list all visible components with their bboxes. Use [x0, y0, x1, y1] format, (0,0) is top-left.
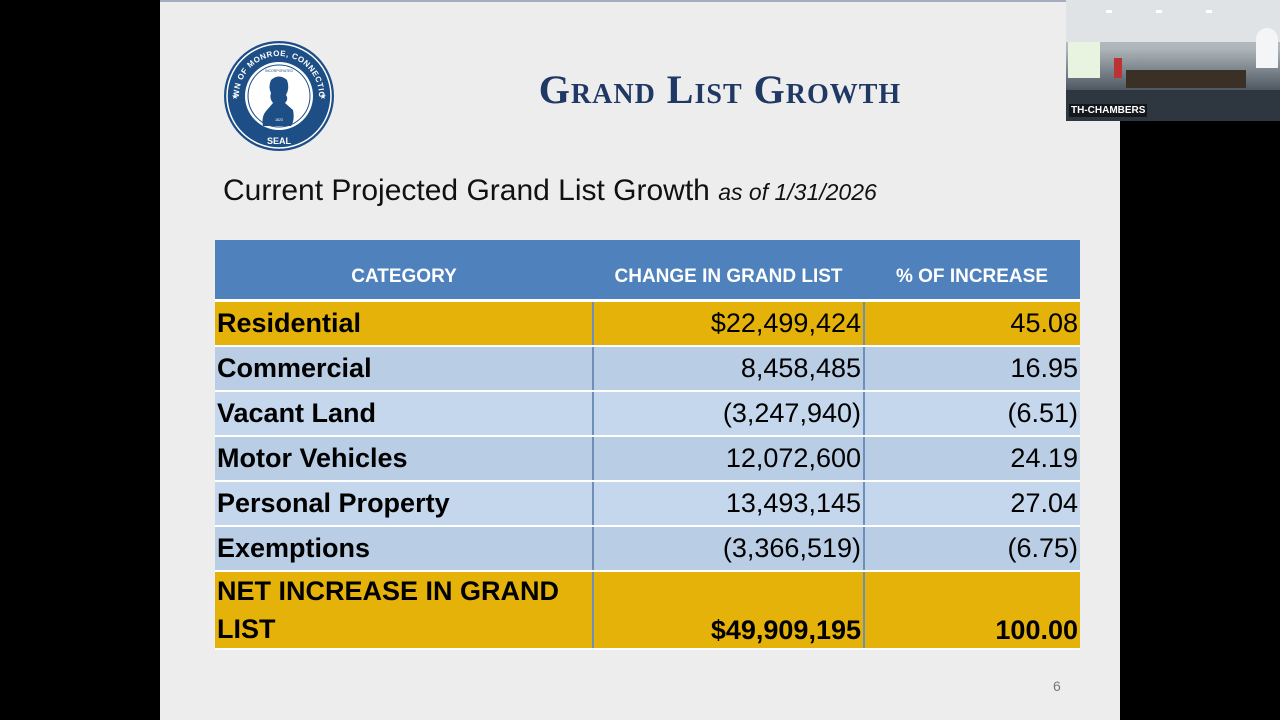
table-row: Residential $22,499,424 45.08	[215, 300, 1080, 347]
table-row: Motor Vehicles 12,072,600 24.19	[215, 436, 1080, 482]
row-category: Personal Property	[215, 481, 594, 527]
table-row: Vacant Land (3,247,940) (6.51)	[215, 391, 1080, 437]
seal-year: 1823	[275, 118, 283, 122]
row-percent: (6.75)	[864, 526, 1080, 572]
presentation-slide: TOWN OF MONROE, CONNECTICUT SEAL ★ ★ INC…	[160, 0, 1120, 720]
camera-ceiling-light	[1206, 10, 1212, 13]
town-seal-logo: TOWN OF MONROE, CONNECTICUT SEAL ★ ★ INC…	[223, 40, 334, 151]
camera-label: TH-CHAMBERS	[1069, 104, 1148, 117]
grand-list-table: CATEGORY CHANGE IN GRAND LIST % OF INCRE…	[215, 240, 1080, 650]
total-change: $49,909,195	[593, 571, 865, 650]
camera-council-desk	[1126, 70, 1246, 88]
page-number: 6	[1053, 678, 1061, 694]
row-category: Motor Vehicles	[215, 436, 594, 482]
row-category: Vacant Land	[215, 391, 594, 437]
row-percent: (6.51)	[864, 391, 1080, 437]
row-change: (3,247,940)	[593, 391, 865, 437]
table-total-row: NET INCREASE IN GRAND LIST $49,909,195 1…	[215, 571, 1080, 650]
camera-ceiling-light	[1106, 10, 1112, 13]
table-row: Personal Property 13,493,145 27.04	[215, 481, 1080, 527]
seal-inner-text: INCORPORATED	[265, 69, 293, 73]
row-change: $22,499,424	[593, 300, 865, 347]
table-row: Exemptions (3,366,519) (6.75)	[215, 526, 1080, 572]
row-change: 13,493,145	[593, 481, 865, 527]
total-percent: 100.00	[864, 571, 1080, 650]
row-category: Exemptions	[215, 526, 594, 572]
camera-video-tile[interactable]: TH-CHAMBERS	[1066, 0, 1280, 121]
slide-title: Grand List Growth	[538, 67, 902, 112]
row-category: Commercial	[215, 346, 594, 392]
header-change: CHANGE IN GRAND LIST	[593, 240, 864, 302]
header-category: CATEGORY	[215, 240, 593, 302]
row-change: 12,072,600	[593, 436, 865, 482]
camera-ceiling-light	[1156, 10, 1162, 13]
slide-subtitle: Current Projected Grand List Growth as o…	[223, 174, 877, 208]
row-change: 8,458,485	[593, 346, 865, 392]
svg-text:★: ★	[319, 92, 326, 101]
row-percent: 27.04	[864, 481, 1080, 527]
camera-flag	[1114, 58, 1122, 78]
slide-top-border	[160, 0, 1120, 2]
table-row: Commercial 8,458,485 16.95	[215, 346, 1080, 392]
subtitle-asof-date: as of 1/31/2026	[718, 179, 877, 205]
camera-projection-screen	[1068, 42, 1100, 78]
row-percent: 24.19	[864, 436, 1080, 482]
row-percent: 16.95	[864, 346, 1080, 392]
camera-ceiling	[1066, 0, 1280, 42]
row-percent: 45.08	[864, 300, 1080, 347]
seal-bottom-text: SEAL	[267, 136, 292, 146]
total-category: NET INCREASE IN GRAND LIST	[215, 571, 594, 650]
subtitle-text: Current Projected Grand List Growth	[223, 174, 710, 207]
row-change: (3,366,519)	[593, 526, 865, 572]
camera-window	[1256, 28, 1278, 68]
header-percent: % OF INCREASE	[864, 240, 1080, 302]
table-header-row: CATEGORY CHANGE IN GRAND LIST % OF INCRE…	[215, 240, 1080, 302]
svg-text:★: ★	[231, 92, 238, 101]
row-category: Residential	[215, 300, 594, 347]
